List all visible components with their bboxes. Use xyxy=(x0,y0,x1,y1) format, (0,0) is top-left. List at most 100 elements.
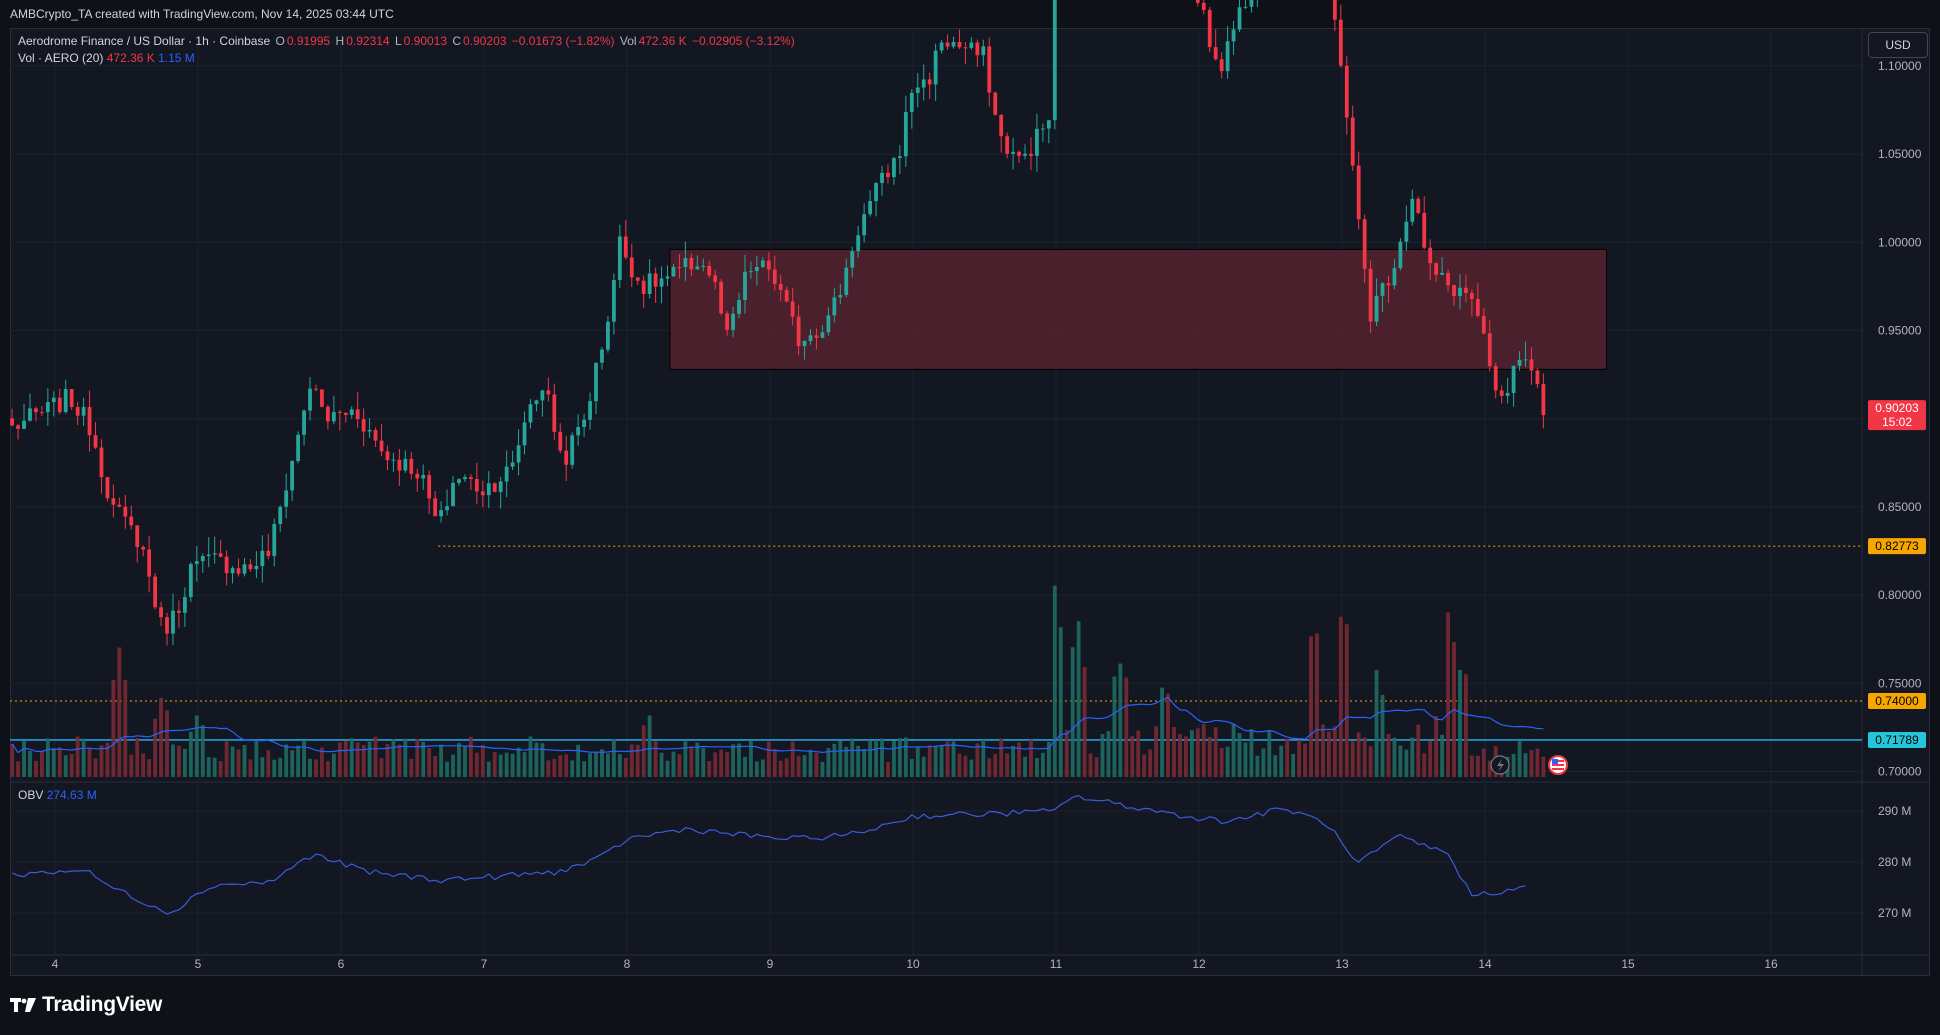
volume-bar xyxy=(421,741,426,777)
candle-body xyxy=(34,408,38,413)
volume-bar xyxy=(838,740,843,777)
volume-bar xyxy=(1517,741,1522,777)
chart-frame[interactable] xyxy=(10,28,1930,976)
candle-body xyxy=(474,478,479,492)
candle-body xyxy=(236,568,241,574)
vol-label: Vol xyxy=(619,34,637,48)
volume-bar xyxy=(1017,742,1021,777)
volume-bars xyxy=(10,585,1546,777)
candle-body xyxy=(325,406,330,422)
volume-bar xyxy=(534,742,539,777)
volume-bar xyxy=(57,747,62,777)
volume-bar xyxy=(856,745,861,777)
volume-bar xyxy=(1350,741,1355,777)
candle-body xyxy=(528,404,533,423)
candle-body xyxy=(69,389,74,408)
vol-indicator-name[interactable]: Vol · AERO (20) xyxy=(18,51,104,65)
candle-body xyxy=(534,400,539,405)
obv-tick-label: 290 M xyxy=(1878,804,1911,818)
volume-bar xyxy=(540,743,545,777)
volume-bar xyxy=(1380,694,1385,777)
volume-bar xyxy=(987,758,992,777)
volume-bar xyxy=(1249,729,1254,777)
volume-bar xyxy=(308,758,312,777)
volume-bar xyxy=(1344,624,1349,777)
volume-bar xyxy=(141,753,146,777)
volume-bar xyxy=(498,754,503,777)
volume-bar xyxy=(1064,730,1069,777)
volume-bar xyxy=(1029,739,1033,777)
candle-body xyxy=(16,425,20,429)
obv-label[interactable]: OBV xyxy=(18,788,44,802)
candle-body xyxy=(123,506,128,517)
close-value: 0.90203 xyxy=(463,34,507,48)
volume-bar xyxy=(1541,756,1546,777)
volume-bar xyxy=(343,740,348,777)
volume-bar xyxy=(1273,755,1278,777)
volume-bar xyxy=(1005,753,1010,777)
candle-body xyxy=(522,422,527,446)
volume-bar xyxy=(1332,726,1337,777)
time-tick-label: 6 xyxy=(338,957,345,971)
obv-tick-label: 280 M xyxy=(1878,855,1911,869)
time-tick-label: 9 xyxy=(767,957,774,971)
volume-bar xyxy=(963,755,968,777)
candle-body xyxy=(647,273,652,294)
candle-body xyxy=(1428,247,1433,264)
candle-body xyxy=(588,401,592,420)
volume-bar xyxy=(957,753,962,777)
candle-body xyxy=(1541,384,1546,416)
candle-body xyxy=(1440,272,1444,275)
candle-body xyxy=(725,313,729,330)
volume-bar xyxy=(1046,741,1051,777)
candle-body xyxy=(903,111,908,157)
volume-bar xyxy=(248,759,253,777)
attribution-text: AMBCrypto_TA created with TradingView.co… xyxy=(10,7,394,21)
symbol-name[interactable]: Aerodrome Finance / US Dollar · 1h · Coi… xyxy=(18,34,271,48)
level-price-value: 0.82773 xyxy=(1875,539,1919,553)
volume-bar xyxy=(1523,753,1528,777)
candle-body xyxy=(766,260,771,270)
volume-bar xyxy=(34,760,38,777)
volume-legend: Vol · AERO (20) 472.36 K 1.15 M xyxy=(18,51,195,65)
volume-bar xyxy=(188,731,193,777)
candle-body xyxy=(433,498,438,517)
candle-body xyxy=(719,281,724,314)
volume-bar xyxy=(194,715,199,777)
candle-body xyxy=(987,46,992,93)
currency-button[interactable]: USD xyxy=(1868,32,1928,58)
volume-bar xyxy=(1040,752,1045,777)
volume-bar xyxy=(403,738,408,777)
volume-bar xyxy=(463,746,467,777)
candle-body xyxy=(1398,241,1403,269)
candles xyxy=(10,0,1546,646)
volume-bar xyxy=(927,745,932,777)
candle-body xyxy=(421,475,426,479)
candle-body xyxy=(749,271,753,273)
volume-bar xyxy=(87,747,92,777)
volume-bar xyxy=(254,740,259,777)
candle-body xyxy=(826,315,831,333)
candle-body xyxy=(838,294,843,298)
volume-bar xyxy=(117,647,122,777)
candle-body xyxy=(921,79,926,88)
candle-body xyxy=(224,556,229,574)
candle-body xyxy=(302,410,306,435)
volume-bar xyxy=(1166,693,1170,777)
last-price-tag xyxy=(1868,400,1926,431)
volume-bar xyxy=(1112,676,1117,777)
candle-body xyxy=(671,266,676,277)
volume-bar xyxy=(1469,755,1474,777)
candle-body xyxy=(844,267,849,295)
us-flag-icon[interactable] xyxy=(1548,755,1568,775)
replay-icon[interactable] xyxy=(1490,755,1510,775)
candle-body xyxy=(331,411,336,422)
candle-body xyxy=(1446,272,1450,286)
candle-body xyxy=(337,411,342,413)
candle-body xyxy=(1505,392,1510,396)
volume-bar xyxy=(230,746,235,777)
time-tick-label: 5 xyxy=(195,957,202,971)
volume-bar xyxy=(1195,728,1200,777)
volume-bar xyxy=(707,761,712,777)
